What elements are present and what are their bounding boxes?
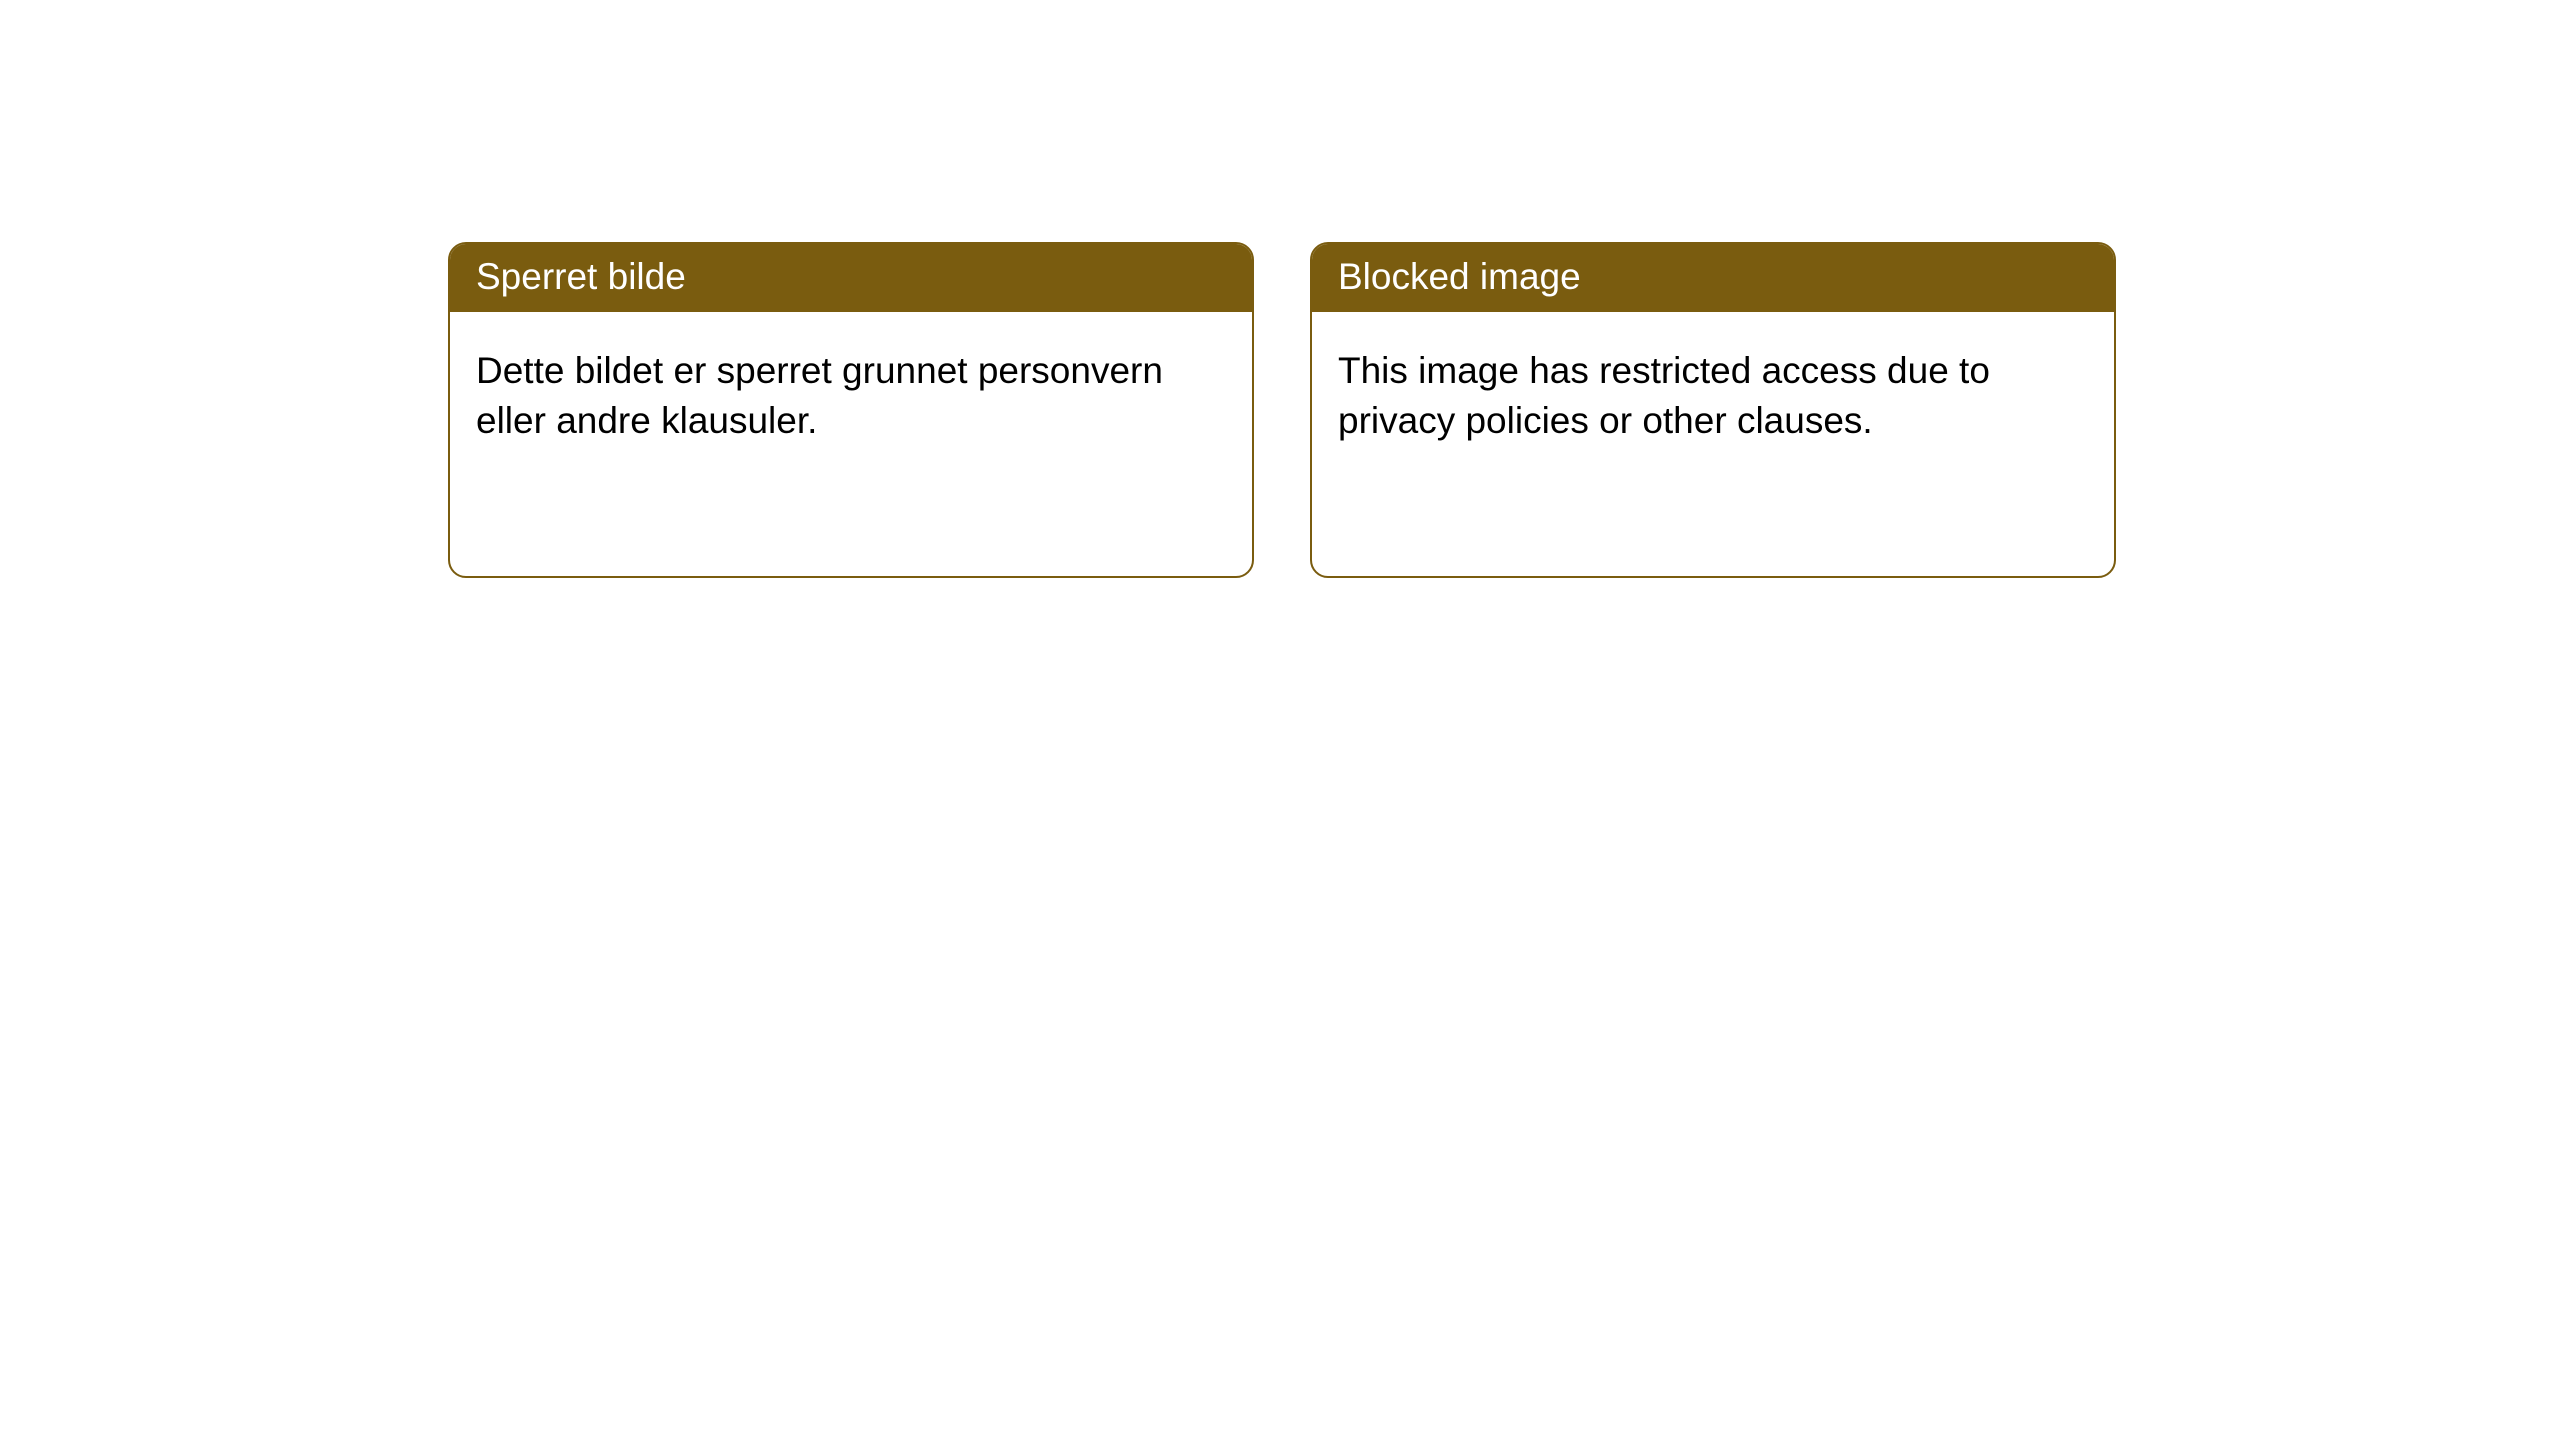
notice-container: Sperret bilde Dette bildet er sperret gr… — [448, 242, 2116, 578]
card-body-text: Dette bildet er sperret grunnet personve… — [450, 312, 1252, 480]
card-header-title: Blocked image — [1312, 244, 2114, 312]
card-header-title: Sperret bilde — [450, 244, 1252, 312]
notice-card-english: Blocked image This image has restricted … — [1310, 242, 2116, 578]
notice-card-norwegian: Sperret bilde Dette bildet er sperret gr… — [448, 242, 1254, 578]
card-body-text: This image has restricted access due to … — [1312, 312, 2114, 480]
